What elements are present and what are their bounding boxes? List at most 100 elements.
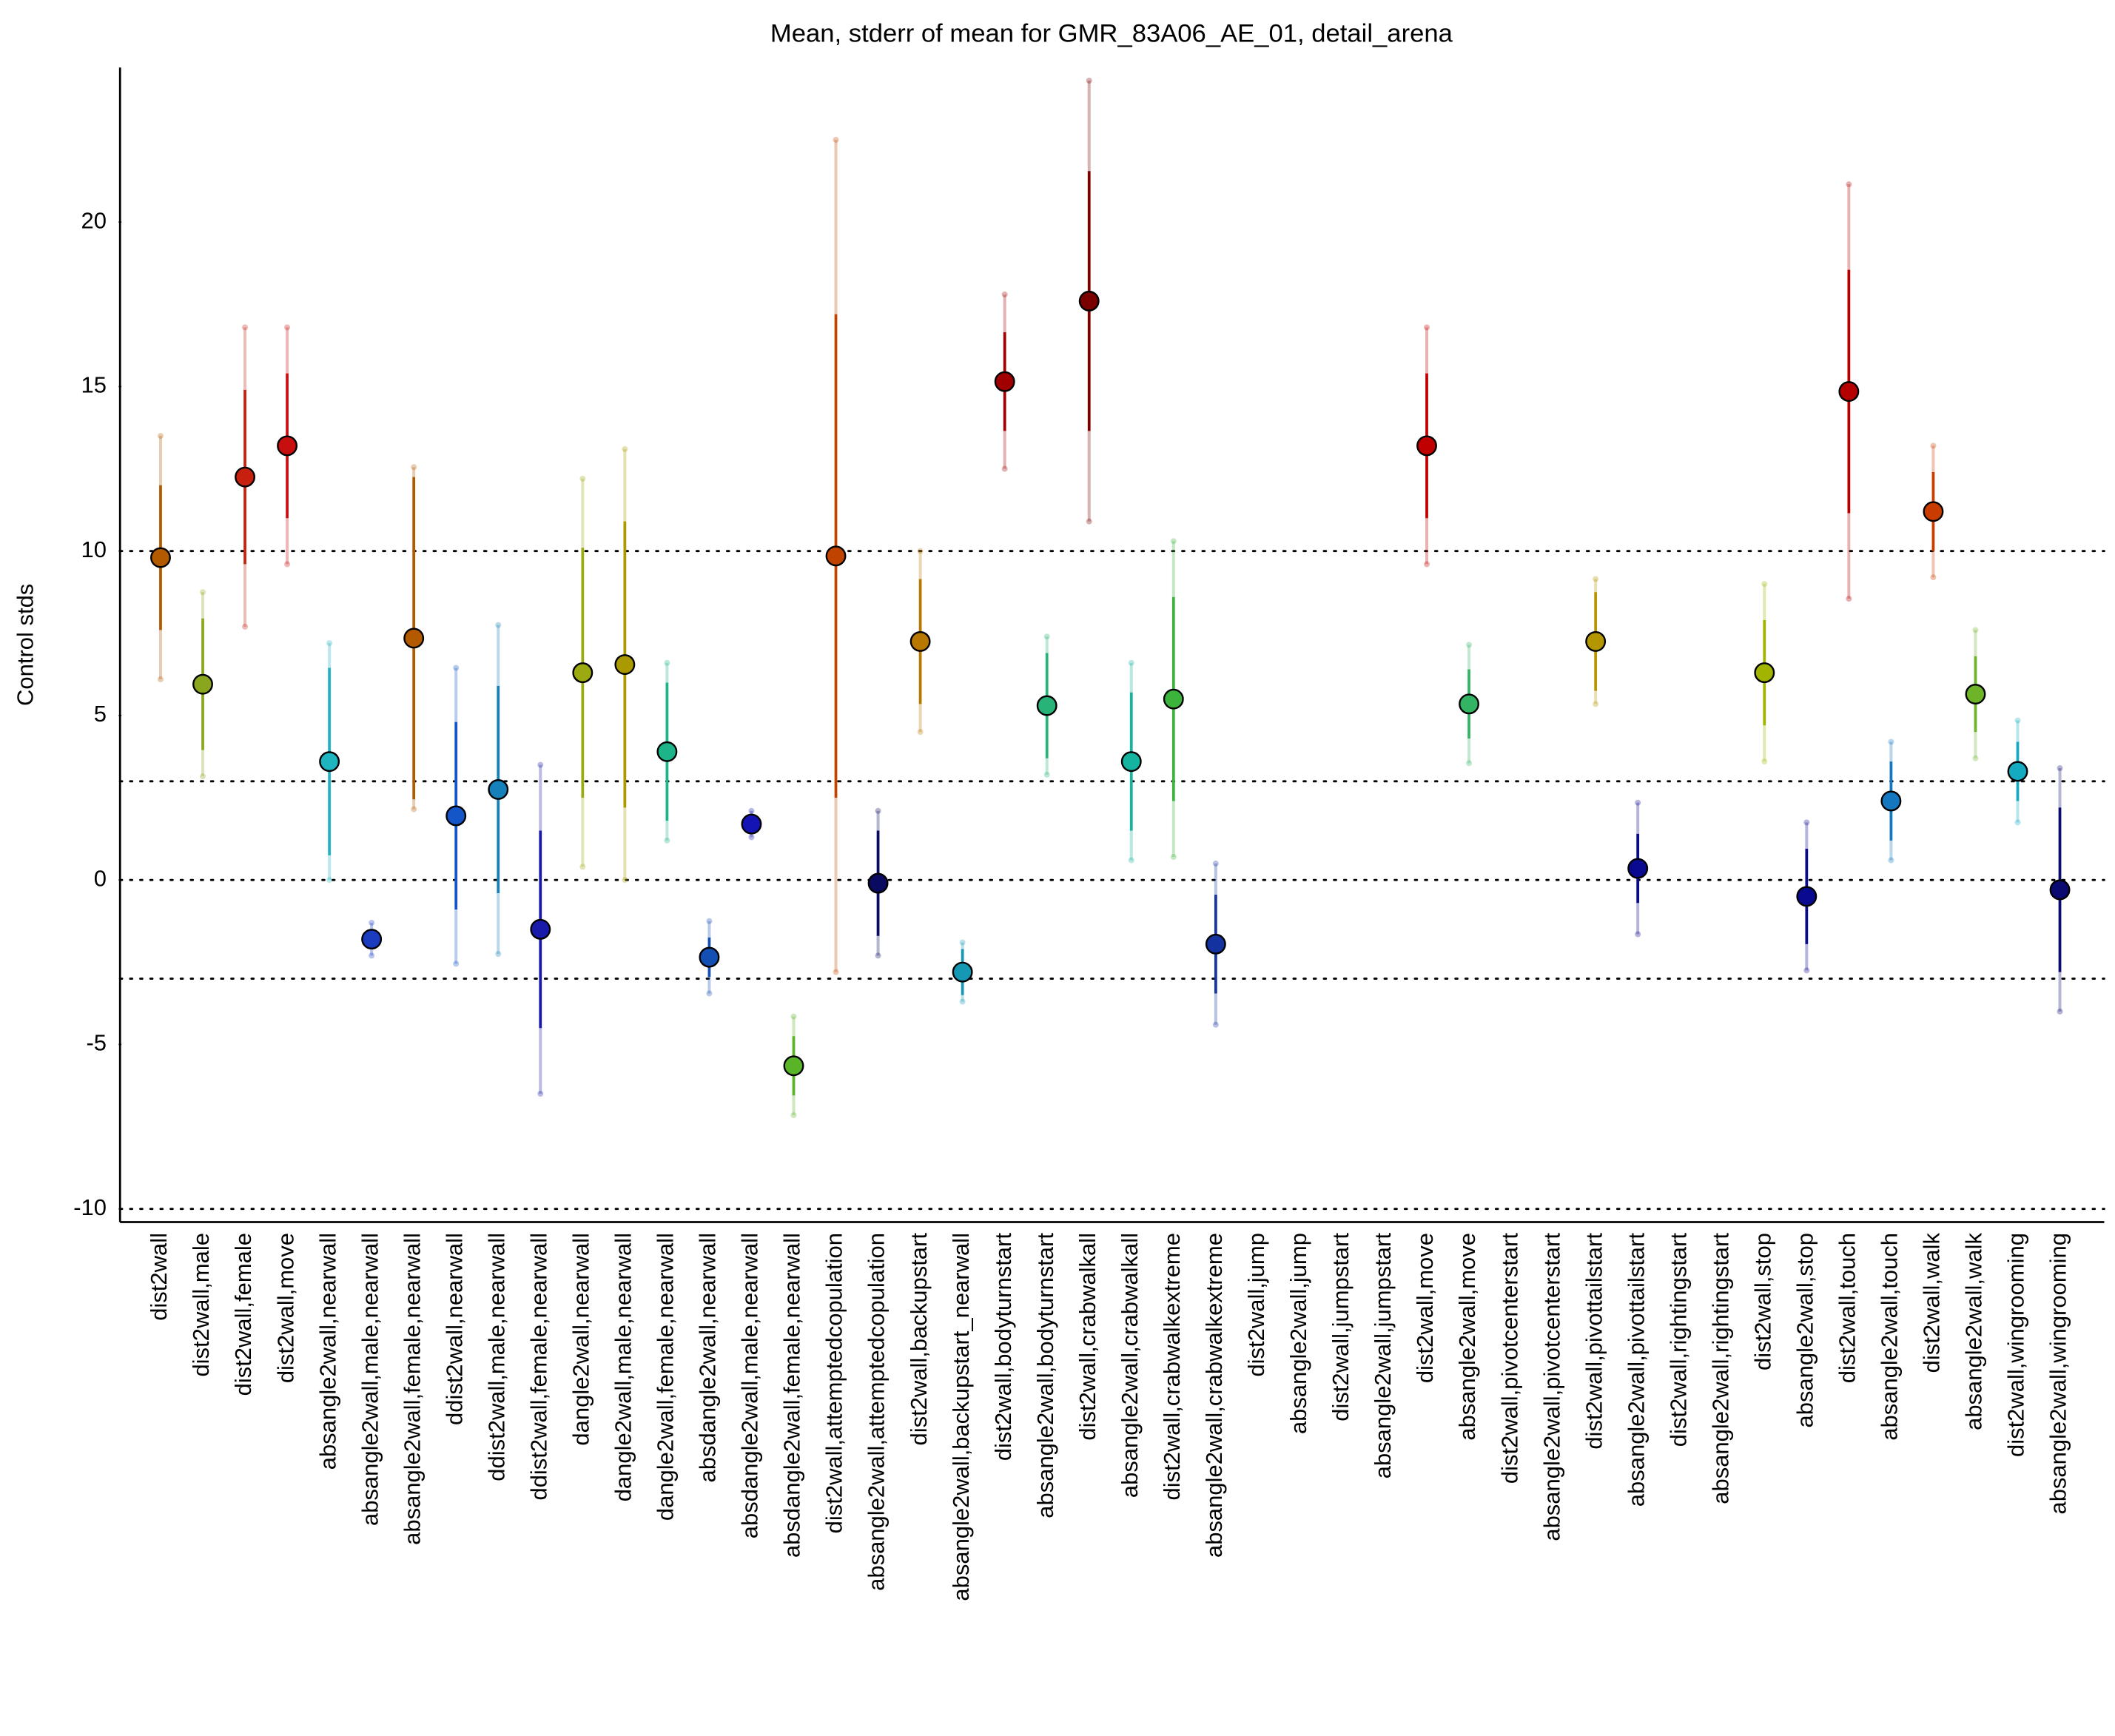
x-tick-label: absdangle2wall,female,nearwall	[779, 1233, 805, 1558]
x-tick-label: absangle2wall,jump	[1285, 1233, 1311, 1434]
outer-error-dot	[2057, 1008, 2063, 1015]
y-axis-label: Control stds	[13, 584, 38, 706]
outer-error-dot	[1930, 443, 1937, 449]
mean-marker	[361, 929, 383, 950]
outer-error-dot	[537, 761, 544, 768]
x-tick-label: ddist2wall,nearwall	[441, 1233, 467, 1425]
outer-error-dot	[1086, 518, 1092, 525]
x-tick-label: absangle2wall,nearwall	[315, 1233, 340, 1470]
x-tick-label: absangle2wall,male,nearwall	[357, 1233, 383, 1526]
outer-error-dot	[2014, 819, 2021, 826]
x-tick-label: dist2wall,crabwalkextreme	[1159, 1233, 1185, 1500]
outer-error-dot	[1001, 291, 1008, 297]
y-tick-label: -5	[86, 1030, 107, 1056]
mean-marker	[1036, 695, 1058, 716]
x-tick-label: dist2wall,rightingstart	[1665, 1233, 1691, 1447]
x-tick-label: dist2wall	[146, 1233, 172, 1321]
outer-error-dot	[1846, 596, 1852, 602]
outer-error-dot	[284, 561, 291, 568]
outer-error-dot	[790, 1013, 797, 1020]
mean-marker	[1205, 933, 1226, 955]
mean-marker	[952, 961, 973, 983]
mean-marker	[150, 547, 171, 568]
outer-error-dot	[706, 918, 713, 924]
outer-error-dot	[495, 951, 502, 958]
x-tick-label: dist2wall,stop	[1749, 1233, 1775, 1370]
mean-marker	[1416, 435, 1437, 457]
outer-error-dot	[2014, 717, 2021, 724]
outer-error-dot	[411, 464, 417, 471]
x-tick-label: dist2wall,attemptedcopulation	[821, 1233, 847, 1533]
outer-error-dot	[833, 137, 839, 144]
mean-marker	[867, 872, 889, 894]
outer-error-dot	[959, 998, 966, 1005]
x-tick-label: absangle2wall,crabwalkextreme	[1201, 1233, 1227, 1558]
outer-error-dot	[1761, 758, 1768, 765]
mean-marker	[319, 751, 340, 773]
outer-error-dot	[1170, 854, 1177, 861]
mean-marker	[994, 371, 1015, 392]
x-tick-label: absangle2wall,crabwalkall	[1117, 1233, 1143, 1498]
outer-error-dot	[369, 919, 375, 926]
outer-error-dot	[1212, 1021, 1219, 1028]
outer-error-dot	[1424, 561, 1430, 568]
mean-marker	[1627, 858, 1649, 879]
x-tick-label: dist2wall,jump	[1243, 1233, 1269, 1377]
outer-error-dot	[1930, 574, 1937, 581]
outer-error-dot	[875, 952, 881, 959]
outer-error-dot	[411, 806, 417, 813]
outer-error-dot	[1972, 755, 1979, 761]
outer-error-dot	[917, 729, 924, 736]
mean-marker	[235, 466, 255, 488]
outer-error-dot	[326, 640, 333, 647]
outer-error-dot	[622, 445, 628, 452]
outer-error-dot	[790, 1111, 797, 1119]
x-tick-label: dist2wall,wingrooming	[2003, 1233, 2029, 1457]
mean-marker	[699, 946, 720, 968]
x-tick-label: dist2wall,walk	[1919, 1233, 1945, 1373]
mean-marker	[1459, 693, 1479, 715]
outer-error-dot	[1803, 967, 1810, 974]
outer-error-dot	[495, 622, 502, 628]
outer-error-dot	[1086, 77, 1092, 84]
mean-marker	[783, 1055, 804, 1077]
x-tick-label: absangle2wall,stop	[1792, 1233, 1818, 1427]
outer-error-dot	[1001, 465, 1008, 472]
x-tick-label: dist2wall,move	[272, 1233, 298, 1383]
mean-marker	[1078, 290, 1100, 312]
mean-marker	[1838, 381, 1860, 403]
outer-error-dot	[1466, 642, 1473, 648]
outer-error-dot	[1212, 860, 1219, 867]
outer-error-dot	[622, 877, 628, 884]
mean-marker	[741, 813, 762, 835]
outer-error-dot	[284, 324, 291, 331]
x-tick-label: dist2wall,touch	[1835, 1233, 1860, 1383]
x-tick-label: dist2wall,male	[188, 1233, 214, 1377]
mean-marker	[1796, 886, 1818, 907]
mean-marker	[1754, 662, 1775, 684]
outer-error-dot	[1424, 324, 1430, 331]
mean-marker	[445, 805, 467, 827]
x-tick-label: absangle2wall,wingrooming	[2045, 1233, 2071, 1514]
outer-error-dot	[1043, 771, 1050, 778]
mean-marker	[656, 741, 678, 762]
x-tick-label: dangle2wall,male,nearwall	[611, 1233, 636, 1501]
outer-error-dot	[242, 623, 249, 630]
outer-error-dot	[1466, 760, 1473, 767]
y-tick-label: -10	[73, 1194, 107, 1220]
mean-marker	[2049, 879, 2071, 901]
outer-error-dot	[1593, 576, 1599, 582]
y-tick-label: 10	[81, 536, 107, 562]
x-tick-label: absangle2wall,female,nearwall	[399, 1233, 425, 1545]
mean-marker	[530, 918, 551, 940]
outer-error-dot	[959, 939, 966, 946]
mean-marker	[825, 545, 847, 567]
mean-marker	[1585, 630, 1607, 652]
x-tick-label: absangle2wall,pivotcenterstart	[1539, 1233, 1564, 1541]
mean-marker	[277, 435, 298, 457]
x-tick-label: absangle2wall,rightingstart	[1707, 1233, 1733, 1504]
x-tick-label: absangle2wall,touch	[1877, 1233, 1903, 1441]
outer-error-dot	[664, 837, 670, 844]
mean-marker	[572, 662, 594, 684]
